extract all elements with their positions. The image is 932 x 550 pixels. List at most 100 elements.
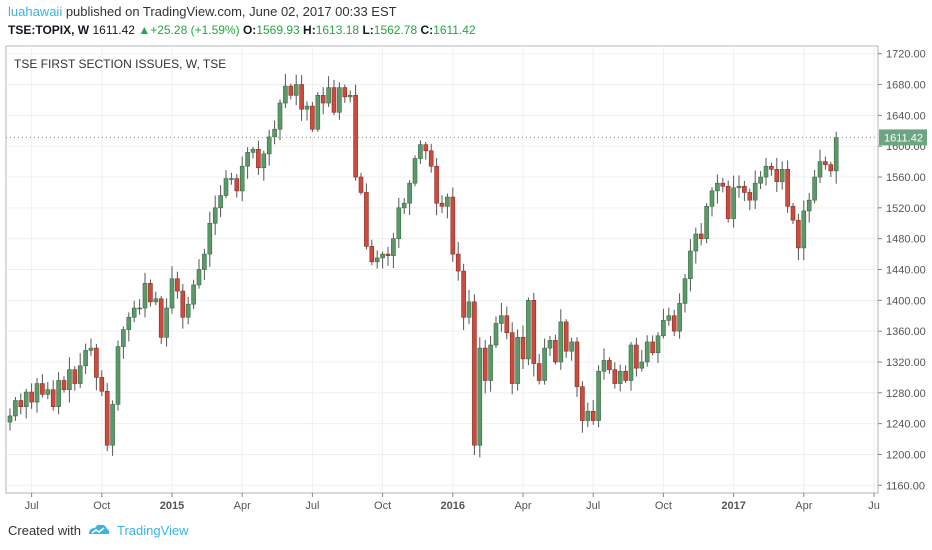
- candle-body-down: [823, 161, 828, 165]
- candle: [698, 223, 704, 246]
- time-tick-label: Oct: [655, 500, 672, 512]
- candle: [229, 172, 234, 185]
- candle: [61, 376, 67, 393]
- candle: [34, 378, 40, 413]
- candle: [455, 241, 461, 281]
- chart-title: TSE FIRST SECTION ISSUES, W, TSE: [14, 57, 226, 71]
- candle-body-up: [779, 169, 785, 182]
- candle-body-down: [461, 270, 466, 318]
- candle: [261, 150, 267, 181]
- candle-body-down: [720, 182, 726, 187]
- candle: [650, 335, 655, 356]
- candle-body-down: [158, 298, 164, 338]
- chart-area[interactable]: TSE FIRST SECTION ISSUES, W, TSE 1160.00…: [0, 40, 932, 515]
- up-arrow-icon: ▲: [138, 23, 151, 37]
- time-tick-label: 2015: [160, 500, 184, 512]
- ohlc-legend: TSE:TOPIX, W 1611.42 ▲+25.28 (+1.59%) O:…: [8, 23, 476, 37]
- candle: [94, 343, 99, 391]
- candle-body-up: [212, 207, 218, 224]
- candle-body-up: [380, 253, 385, 259]
- last-price-badge: [879, 129, 927, 146]
- candle-body-up: [709, 190, 715, 207]
- candle-body-down: [450, 196, 456, 255]
- candle-body-down: [790, 206, 796, 221]
- candle-body-up: [736, 185, 742, 189]
- candle-body-up: [547, 340, 553, 349]
- candle: [207, 211, 213, 267]
- low-label: L:: [362, 23, 374, 37]
- candle: [790, 203, 796, 225]
- candle: [88, 338, 94, 356]
- candle: [110, 400, 115, 456]
- candle-body-down: [61, 380, 67, 391]
- candle-body-up: [639, 361, 645, 369]
- candle: [310, 101, 315, 132]
- candle-body-up: [731, 187, 736, 219]
- time-tick-label: Jul: [305, 500, 319, 512]
- candle-body-up: [245, 152, 250, 167]
- candle-body-up: [115, 346, 121, 405]
- candle-body-up: [56, 380, 61, 407]
- candle: [828, 161, 834, 177]
- candle-body-up: [266, 136, 272, 155]
- candle-body-up: [137, 307, 142, 310]
- candle-body-down: [40, 383, 45, 395]
- candle-body-down: [18, 400, 24, 407]
- candle: [256, 140, 261, 175]
- candle: [407, 180, 412, 216]
- time-tick-label: Jul: [586, 500, 600, 512]
- candle-body-up: [261, 153, 267, 169]
- candle: [185, 297, 191, 325]
- candlestick-chart[interactable]: TSE FIRST SECTION ISSUES, W, TSE 1160.00…: [0, 40, 932, 515]
- candle-body-up: [812, 176, 817, 201]
- time-tick-label: Apr: [234, 500, 251, 512]
- candle: [671, 309, 677, 336]
- candle: [67, 357, 72, 403]
- tradingview-logo-icon[interactable]: [87, 522, 111, 538]
- candle-body-down: [563, 321, 569, 352]
- candle: [40, 374, 45, 398]
- price-tick-label: 1280.00: [886, 388, 926, 400]
- time-tick-label: Apr: [795, 500, 812, 512]
- candle-body-up: [185, 303, 191, 318]
- time-axis[interactable]: Jul Oct 2015 Apr Jul Oct 2016 Apr Jul Oct 2017 Apr J…: [6, 492, 880, 512]
- price-tick-label: 1520.00: [886, 203, 926, 215]
- candle-body-up: [229, 178, 234, 180]
- price-tick-label: 1560.00: [886, 172, 926, 184]
- candle-body-up: [218, 195, 223, 209]
- candle-body-up: [666, 315, 672, 321]
- candle: [763, 157, 769, 186]
- candle: [428, 143, 434, 173]
- candle-body-down: [310, 105, 315, 130]
- candle-body-down: [623, 370, 628, 381]
- tradingview-link[interactable]: TradingView: [116, 522, 189, 538]
- candle-body-up: [304, 105, 310, 110]
- candle: [158, 295, 164, 345]
- candle: [299, 75, 304, 121]
- price-axis[interactable]: 1160.00 1200.00 1240.00 1280.00 1320.00 1360.…: [877, 46, 926, 493]
- candle-body-up: [164, 307, 169, 338]
- candle-body-up: [569, 341, 574, 352]
- candle: [536, 354, 542, 385]
- author-link[interactable]: luahawaii: [8, 4, 63, 19]
- candle-body-down: [725, 185, 731, 219]
- candle-body-up: [283, 85, 288, 104]
- candle: [347, 90, 353, 103]
- candle-body-down: [509, 332, 515, 384]
- close-label: C:: [420, 23, 434, 37]
- candle-body-down: [50, 389, 56, 407]
- candle: [596, 365, 601, 428]
- candle: [472, 294, 477, 456]
- candle: [104, 383, 110, 452]
- candle: [342, 84, 348, 104]
- candle-body-down: [455, 253, 461, 272]
- candle-body-up: [628, 344, 634, 381]
- candle-body-up: [34, 383, 40, 403]
- candle: [634, 337, 639, 377]
- candle-body-down: [574, 341, 580, 387]
- candle-body-up: [77, 365, 83, 384]
- candle: [709, 187, 715, 217]
- candle: [239, 156, 245, 202]
- candle-body-down: [104, 390, 110, 446]
- candle-body-up: [526, 300, 531, 360]
